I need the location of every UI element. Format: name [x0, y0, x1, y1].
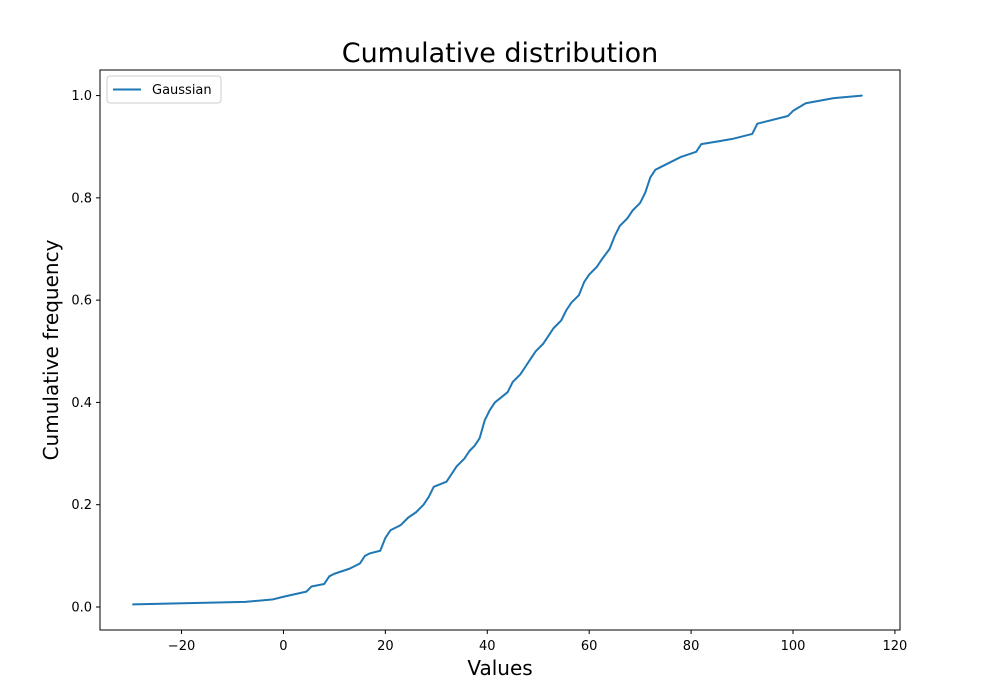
legend-box [106, 75, 222, 104]
x-tick-label: 120 [882, 639, 907, 654]
y-axis-ticks: 0.0 0.2 0.4 0.6 0.8 1.0 [71, 89, 100, 615]
y-tick-label: 1.0 [71, 89, 92, 104]
x-tick-label: 80 [683, 639, 700, 654]
y-tick-label: 0.6 [71, 294, 92, 309]
x-tick-label: 40 [479, 639, 496, 654]
x-axis-ticks: −20 0 20 40 60 80 100 120 [168, 630, 907, 654]
series-layer [132, 94, 863, 606]
legend-label-gaussian: Gaussian [152, 83, 212, 98]
x-tick-label: −20 [168, 639, 195, 654]
y-tick-label: 0.8 [71, 191, 92, 206]
x-tick-label: 100 [781, 639, 806, 654]
x-tick-label: 0 [279, 639, 287, 654]
x-tick-label: 20 [377, 639, 394, 654]
y-tick-label: 0.2 [71, 498, 92, 513]
series-line-gaussian [132, 94, 863, 606]
x-tick-label: 60 [581, 639, 598, 654]
y-tick-label: 0.4 [71, 396, 92, 411]
plot-frame [99, 69, 901, 631]
legend: Gaussian [106, 75, 222, 104]
chart-title: Cumulative distribution [342, 38, 659, 69]
y-axis-title: Cumulative frequency [39, 239, 63, 460]
plot-area [100, 70, 900, 630]
y-tick-label: 0.0 [71, 600, 92, 615]
x-axis-title: Values [467, 656, 532, 680]
